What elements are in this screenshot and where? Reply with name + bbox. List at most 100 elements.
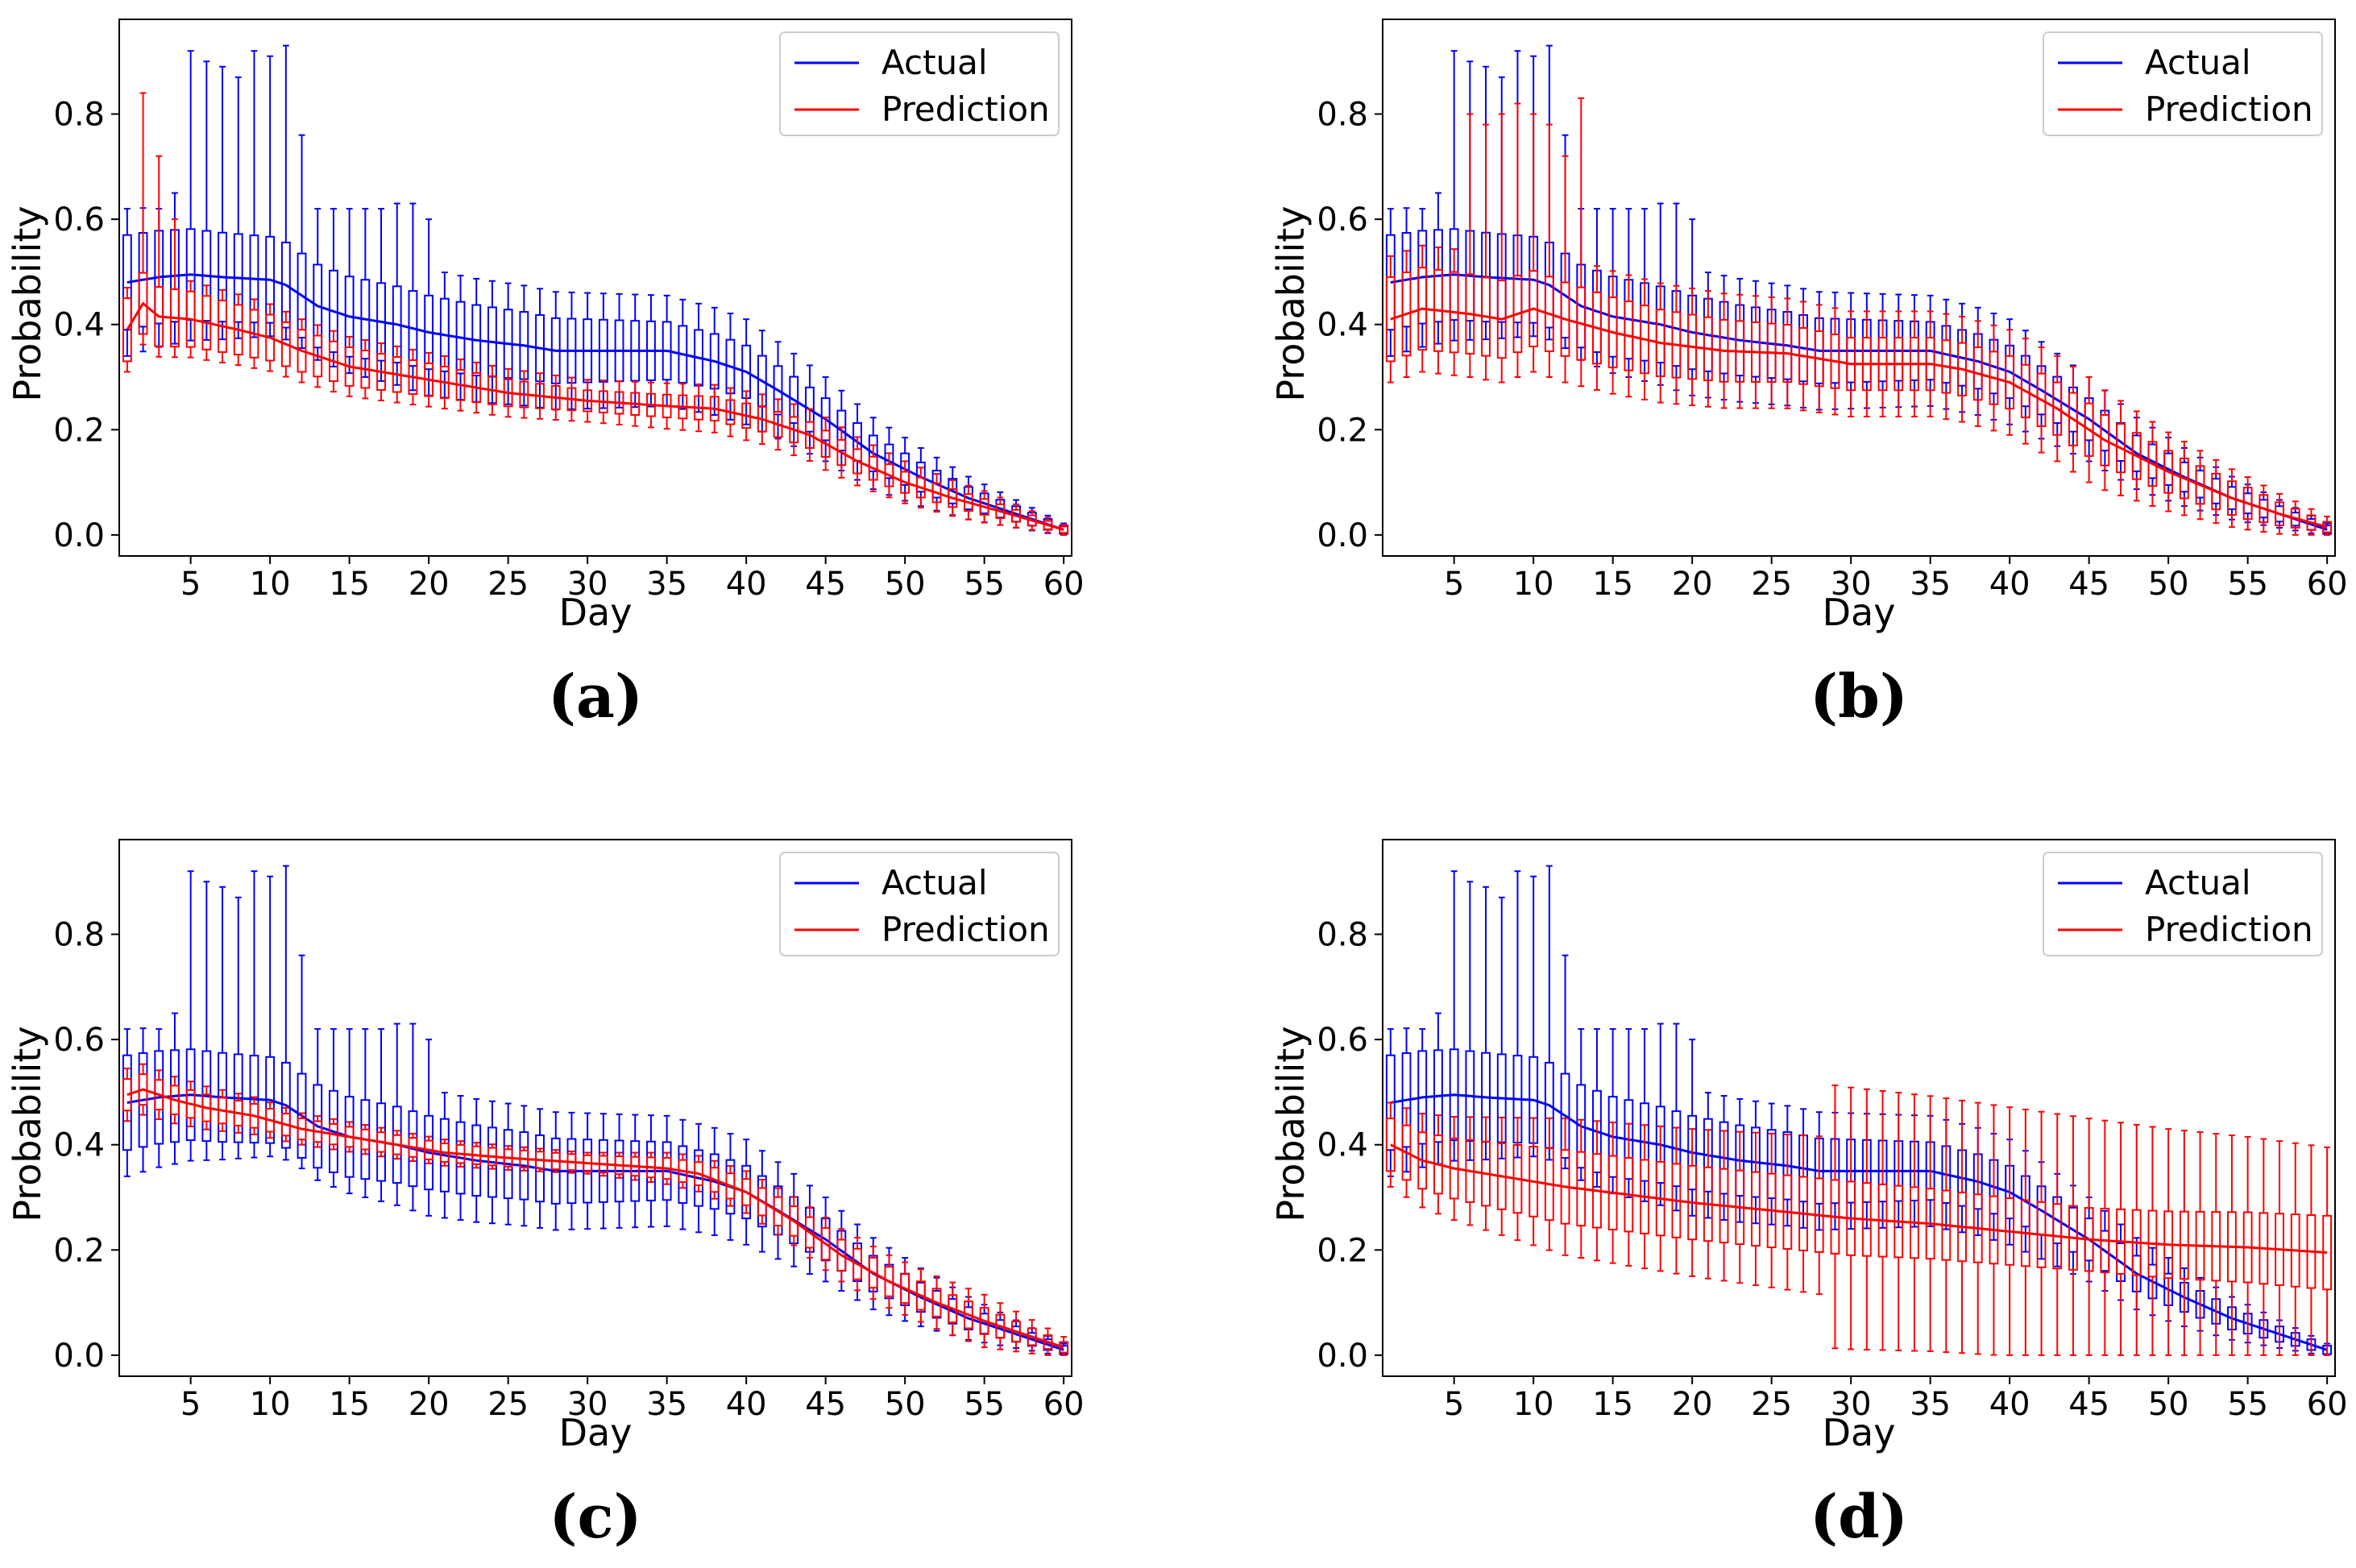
x-tick-label: 10	[250, 566, 291, 603]
box	[280, 241, 291, 329]
legend: Actual Prediction	[2043, 31, 2323, 136]
x-tick-label: 20	[1672, 566, 1713, 603]
y-axis-label: Probability	[6, 1026, 49, 1222]
box	[931, 482, 942, 504]
box	[725, 1172, 736, 1200]
y-tick-label: 0.6	[53, 1022, 105, 1059]
box	[1512, 275, 1523, 354]
box	[2068, 392, 2078, 446]
median-line-prediction	[127, 1088, 1064, 1349]
plot-frame	[118, 19, 1072, 557]
box	[995, 1313, 1006, 1339]
y-tick-label: 0.2	[53, 1232, 105, 1269]
x-tick-label: 15	[1592, 566, 1633, 603]
box	[789, 416, 799, 444]
box	[122, 297, 132, 363]
box	[852, 1247, 862, 1280]
box	[154, 1079, 164, 1111]
x-tick-label: 10	[1513, 1386, 1554, 1423]
box	[2020, 363, 2030, 419]
box	[2116, 423, 2126, 474]
x-tick-label: 5	[180, 1386, 201, 1423]
box	[900, 452, 910, 486]
x-tick-label: 25	[487, 566, 529, 603]
box	[297, 329, 307, 373]
x-axis-label: Day	[1823, 1411, 1896, 1454]
x-tick-label: 60	[2307, 566, 2348, 603]
box	[1027, 1327, 1037, 1346]
y-tick-label: 0.4	[1317, 1127, 1368, 1164]
median-line-actual	[1390, 273, 2328, 531]
legend-label-prediction: Prediction	[2145, 89, 2313, 129]
box	[931, 1288, 942, 1317]
y-tick-label: 0.0	[53, 1338, 105, 1375]
x-tick-label: 50	[2148, 1386, 2189, 1423]
x-tick-label: 55	[2227, 566, 2268, 603]
legend: Actual Prediction	[779, 852, 1060, 956]
x-tick-label: 55	[2227, 1386, 2268, 1423]
box	[2036, 372, 2047, 427]
x-tick-label: 40	[726, 1386, 767, 1423]
box	[1043, 1334, 1053, 1350]
x-tick-label: 25	[1751, 1386, 1792, 1423]
x-tick-label: 20	[409, 566, 450, 603]
legend-label-actual: Actual	[2145, 863, 2251, 902]
box	[2242, 487, 2253, 521]
box	[138, 272, 148, 335]
x-tick-label: 10	[250, 1386, 291, 1423]
x-tick-label: 20	[1672, 1386, 1713, 1423]
box	[852, 448, 862, 475]
x-axis-label: Day	[559, 1411, 633, 1454]
x-tick-label: 25	[487, 1386, 529, 1423]
y-axis-label: Probability	[6, 205, 49, 401]
box	[1059, 1341, 1069, 1354]
x-axis-label: Day	[1823, 591, 1896, 634]
box	[741, 1178, 752, 1206]
y-tick-label: 0.8	[1317, 97, 1368, 134]
box	[805, 421, 815, 449]
x-tick-label: 15	[329, 566, 370, 603]
x-tick-label: 50	[885, 1386, 926, 1423]
x-tick-label: 35	[646, 1386, 687, 1423]
box	[820, 397, 831, 442]
y-tick-label: 0.8	[1317, 917, 1368, 954]
y-tick-label: 0.0	[53, 517, 105, 554]
box	[1401, 1124, 1412, 1181]
box	[979, 1307, 989, 1335]
y-tick-label: 0.2	[1317, 1232, 1368, 1269]
box	[868, 1256, 878, 1289]
x-tick-label: 5	[1444, 566, 1464, 603]
box	[1385, 276, 1396, 363]
x-tick-label: 5	[1444, 1386, 1464, 1423]
box	[789, 375, 799, 425]
x-tick-label: 60	[1043, 566, 1085, 603]
x-tick-label: 30	[567, 566, 608, 603]
y-tick-label: 0.8	[53, 97, 105, 134]
x-tick-label: 15	[329, 1386, 370, 1423]
box	[836, 1238, 847, 1272]
series-actual	[1385, 865, 2333, 1356]
box	[1544, 276, 1554, 352]
box	[2163, 450, 2174, 494]
box	[884, 463, 894, 487]
box	[1401, 272, 1412, 357]
x-tick-label: 35	[1910, 566, 1951, 603]
box	[2259, 494, 2269, 524]
box	[868, 455, 878, 481]
box	[2147, 441, 2158, 487]
y-tick-label: 0.2	[53, 412, 105, 449]
panel-caption: (a)	[548, 662, 643, 732]
box	[2211, 472, 2221, 511]
box	[773, 365, 783, 416]
x-tick-label: 50	[885, 566, 926, 603]
x-tick-label: 40	[726, 566, 767, 603]
x-tick-label: 50	[2148, 566, 2189, 603]
y-tick-label: 0.2	[1317, 412, 1368, 449]
box	[884, 1266, 894, 1297]
x-tick-label: 45	[2068, 1386, 2109, 1423]
panel-caption: (b)	[1810, 662, 1908, 732]
box	[2052, 381, 2063, 436]
